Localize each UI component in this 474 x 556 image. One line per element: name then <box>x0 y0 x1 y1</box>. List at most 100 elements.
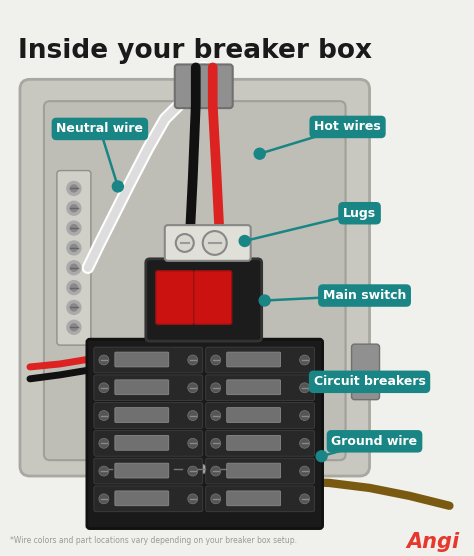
Circle shape <box>67 320 81 334</box>
Text: Main switch: Main switch <box>323 289 406 302</box>
Circle shape <box>211 355 221 365</box>
FancyBboxPatch shape <box>115 408 169 423</box>
FancyBboxPatch shape <box>57 171 91 345</box>
Text: Neutral wire: Neutral wire <box>56 122 143 136</box>
Circle shape <box>150 464 160 474</box>
FancyBboxPatch shape <box>227 352 281 367</box>
FancyBboxPatch shape <box>227 380 281 395</box>
Circle shape <box>67 221 81 235</box>
FancyBboxPatch shape <box>206 486 315 512</box>
Circle shape <box>71 324 77 331</box>
Circle shape <box>316 376 327 388</box>
Circle shape <box>188 494 198 504</box>
FancyBboxPatch shape <box>194 271 232 324</box>
Circle shape <box>71 205 77 212</box>
Circle shape <box>67 201 81 215</box>
Circle shape <box>126 464 136 474</box>
Circle shape <box>203 231 227 255</box>
FancyBboxPatch shape <box>87 339 323 529</box>
Circle shape <box>300 466 310 476</box>
Circle shape <box>267 464 277 474</box>
Circle shape <box>67 261 81 275</box>
FancyBboxPatch shape <box>115 491 169 506</box>
Text: Circuit breakers: Circuit breakers <box>314 375 426 388</box>
FancyBboxPatch shape <box>227 463 281 478</box>
FancyBboxPatch shape <box>227 491 281 506</box>
Circle shape <box>67 300 81 314</box>
Circle shape <box>103 464 113 474</box>
Circle shape <box>211 410 221 420</box>
Circle shape <box>71 225 77 231</box>
FancyBboxPatch shape <box>206 430 315 456</box>
FancyBboxPatch shape <box>206 403 315 429</box>
FancyBboxPatch shape <box>87 455 292 483</box>
FancyBboxPatch shape <box>115 380 169 395</box>
Circle shape <box>300 383 310 393</box>
Circle shape <box>71 284 77 291</box>
Text: Hot wires: Hot wires <box>314 121 381 133</box>
FancyBboxPatch shape <box>94 486 203 512</box>
Circle shape <box>173 464 183 474</box>
FancyBboxPatch shape <box>115 463 169 478</box>
Circle shape <box>188 438 198 448</box>
FancyBboxPatch shape <box>206 458 315 484</box>
FancyBboxPatch shape <box>227 408 281 423</box>
Circle shape <box>112 181 123 192</box>
Text: *Wire colors and part locations vary depending on your breaker box setup.: *Wire colors and part locations vary dep… <box>10 535 297 544</box>
Circle shape <box>71 185 77 192</box>
Circle shape <box>300 438 310 448</box>
FancyBboxPatch shape <box>115 435 169 450</box>
Circle shape <box>99 466 109 476</box>
Circle shape <box>176 234 194 252</box>
Circle shape <box>196 464 207 474</box>
Text: Angi: Angi <box>406 532 459 552</box>
FancyBboxPatch shape <box>115 352 169 367</box>
Circle shape <box>71 245 77 251</box>
FancyBboxPatch shape <box>94 430 203 456</box>
Circle shape <box>211 383 221 393</box>
Circle shape <box>99 355 109 365</box>
Circle shape <box>188 466 198 476</box>
Circle shape <box>220 464 230 474</box>
FancyBboxPatch shape <box>94 403 203 429</box>
Circle shape <box>188 383 198 393</box>
Text: Ground wire: Ground wire <box>331 435 418 448</box>
Circle shape <box>211 466 221 476</box>
Circle shape <box>99 438 109 448</box>
Circle shape <box>71 304 77 311</box>
Circle shape <box>188 410 198 420</box>
FancyBboxPatch shape <box>94 458 203 484</box>
Circle shape <box>188 355 198 365</box>
FancyBboxPatch shape <box>352 344 380 400</box>
Text: Lugs: Lugs <box>343 207 376 220</box>
Circle shape <box>211 494 221 504</box>
Circle shape <box>99 410 109 420</box>
Circle shape <box>71 264 77 271</box>
FancyBboxPatch shape <box>227 435 281 450</box>
FancyBboxPatch shape <box>206 347 315 373</box>
Circle shape <box>300 494 310 504</box>
Text: Inside your breaker box: Inside your breaker box <box>18 38 372 64</box>
FancyBboxPatch shape <box>156 271 194 324</box>
FancyBboxPatch shape <box>175 64 233 108</box>
Circle shape <box>99 383 109 393</box>
FancyBboxPatch shape <box>94 375 203 401</box>
FancyBboxPatch shape <box>20 80 370 476</box>
Circle shape <box>316 451 327 461</box>
FancyBboxPatch shape <box>206 375 315 401</box>
Circle shape <box>254 148 265 159</box>
Circle shape <box>211 438 221 448</box>
Circle shape <box>300 410 310 420</box>
FancyBboxPatch shape <box>44 101 346 460</box>
Circle shape <box>239 236 250 246</box>
Circle shape <box>243 464 253 474</box>
Circle shape <box>67 181 81 195</box>
FancyBboxPatch shape <box>94 347 203 373</box>
Circle shape <box>67 281 81 295</box>
Circle shape <box>67 241 81 255</box>
FancyBboxPatch shape <box>165 225 251 261</box>
Circle shape <box>259 295 270 306</box>
Circle shape <box>300 355 310 365</box>
FancyBboxPatch shape <box>146 259 262 341</box>
Circle shape <box>99 494 109 504</box>
